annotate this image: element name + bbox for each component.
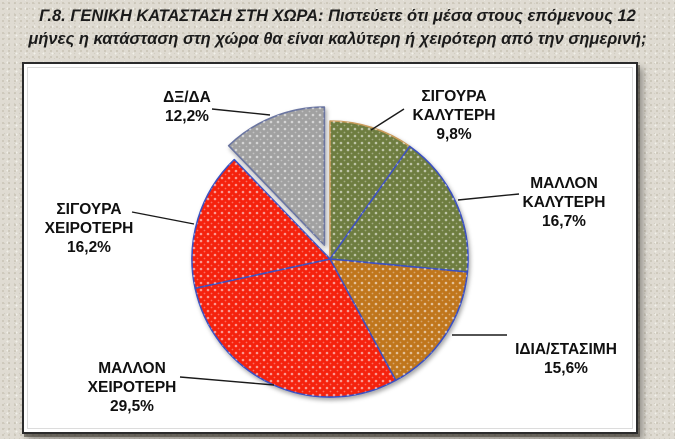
slice-label-text: ΣΙΓΟΥΡΑ ΧΕΙΡΟΤΕΡΗ [44, 201, 134, 237]
chart-panel: ΔΞ/ΔΑ 12,2% ΣΙΓΟΥΡΑ ΚΑΛΥΤΕΡΗ 9,8% ΜΑΛΛΟΝ… [22, 62, 638, 434]
slice-label-idia-stasimi: ΙΔΙΑ/ΣΤΑΣΙΜΗ 15,6% [486, 321, 646, 397]
leader-line-dxda [211, 108, 271, 116]
slice-label-pct: 16,2% [67, 239, 111, 256]
slice-label-mallon-kalyteri: ΜΑΛΛΟΝ ΚΑΛΥΤΕΡΗ 16,7% [504, 155, 624, 250]
leader-line-mallon-xeiroteri [179, 376, 275, 386]
slice-label-pct: 9,8% [436, 126, 472, 143]
slice-label-pct: 12,2% [165, 108, 209, 125]
slice-label-text: ΙΔΙΑ/ΣΤΑΣΙΜΗ [515, 341, 617, 358]
slice-label-pct: 16,7% [542, 213, 586, 230]
slice-label-dxda: ΔΞ/ΔΑ 12,2% [127, 69, 247, 145]
slice-label-sigoura-xeiroteri: ΣΙΓΟΥΡΑ ΧΕΙΡΟΤΕΡΗ 16,2% [24, 181, 154, 276]
slice-label-text: ΔΞ/ΔΑ [163, 89, 211, 106]
slice-label-pct: 29,5% [110, 398, 154, 415]
slice-label-text: ΜΑΛΛΟΝ ΚΑΛΥΤΕΡΗ [522, 175, 606, 211]
slice-label-sigoura-kalyteri: ΣΙΓΟΥΡΑ ΚΑΛΥΤΕΡΗ 9,8% [394, 68, 514, 163]
slice-label-text: ΜΑΛΛΟΝ ΧΕΙΡΟΤΕΡΗ [87, 360, 177, 396]
leader-lines [131, 108, 520, 386]
slice-label-text: ΣΙΓΟΥΡΑ ΚΑΛΥΤΕΡΗ [412, 88, 496, 124]
leader-line-sigoura-kalyteri [370, 108, 405, 131]
slice-label-pct: 15,6% [544, 360, 588, 377]
page-title: Γ.8. ΓΕΝΙΚΗ ΚΑΤΑΣΤΑΣΗ ΣΤΗ ΧΩΡΑ: Πιστεύετ… [28, 7, 647, 49]
leader-line-sigoura-xeiroteri [131, 211, 195, 225]
leader-line-mallon-kalyteri [457, 193, 520, 201]
slice-label-mallon-xeiroteri: ΜΑΛΛΟΝ ΧΕΙΡΟΤΕΡΗ 29,5% [67, 340, 197, 435]
